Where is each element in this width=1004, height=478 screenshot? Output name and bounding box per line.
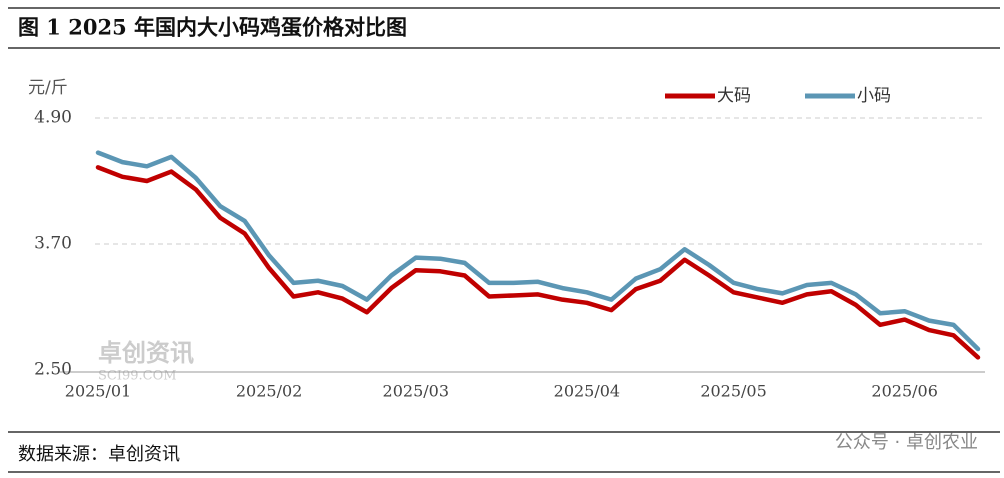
y-tick-label: 2.50	[34, 360, 72, 380]
line-series	[95, 165, 981, 360]
x-tick-label: 2025/04	[554, 382, 620, 401]
legend-label: 小码	[857, 86, 891, 106]
source: 数据来源：卓创资讯	[18, 444, 180, 465]
x-tick-label: 2025/03	[383, 382, 449, 401]
y-axis-label: 元/斤	[28, 78, 68, 98]
x-tick-label: 2025/01	[65, 382, 131, 401]
footer-watermark: 公众号 · 卓创农业	[835, 432, 978, 453]
y-tick-label: 4.90	[34, 108, 72, 128]
x-tick-label: 2025/06	[871, 382, 937, 401]
x-tick-label: 2025/02	[236, 382, 302, 401]
legend-label: 大码	[717, 86, 751, 106]
chart-title: 图 1 2025 年国内大小码鸡蛋价格对比图	[18, 15, 407, 40]
line-series	[95, 150, 981, 352]
y-tick-label: 3.70	[34, 234, 72, 254]
x-tick-label: 2025/05	[700, 382, 766, 401]
watermark: 卓创资讯	[98, 339, 194, 367]
